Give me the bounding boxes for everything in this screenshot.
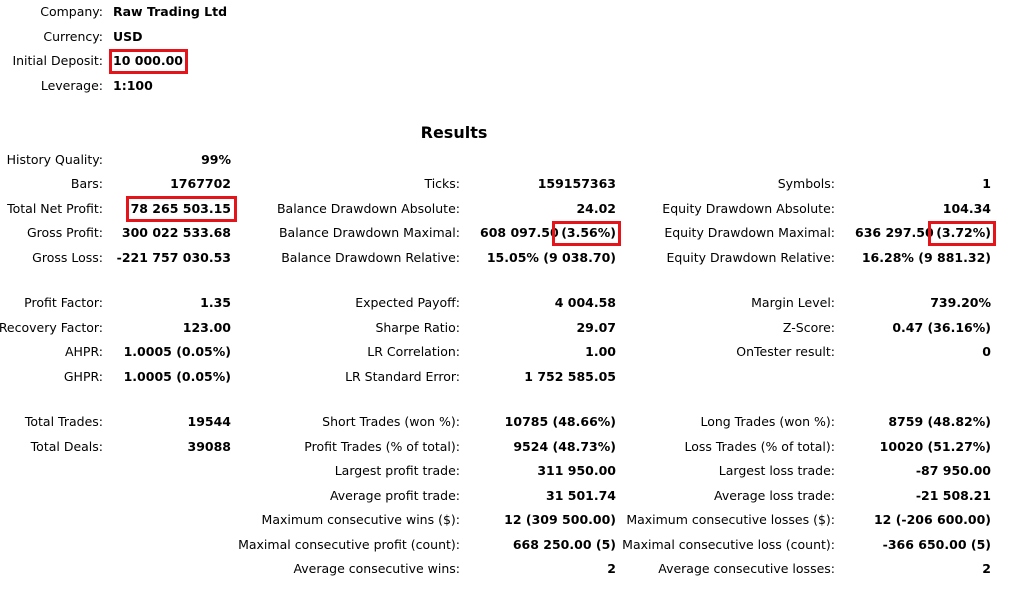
average-consecutive-losses-value: 2 bbox=[982, 561, 991, 577]
average-consecutive-wins-value: 2 bbox=[607, 561, 616, 577]
maximal-consecutive-loss-label: Maximal consecutive loss (count): bbox=[622, 537, 835, 553]
equity-drawdown-absolute-value: 104.34 bbox=[943, 201, 991, 217]
currency-value: USD bbox=[113, 29, 143, 45]
bars-value: 1767702 bbox=[170, 176, 231, 192]
short-trades-value: 10785 (48.66%) bbox=[505, 414, 616, 430]
average-profit-trade-value: 31 501.74 bbox=[546, 488, 616, 504]
profit-trades-value: 9524 (48.73%) bbox=[513, 439, 616, 455]
ticks-value: 159157363 bbox=[538, 176, 616, 192]
maximal-consecutive-profit-label: Maximal consecutive profit (count): bbox=[238, 537, 460, 553]
results-title: Results bbox=[354, 123, 554, 143]
total-trades-label: Total Trades: bbox=[25, 414, 103, 430]
margin-level-label: Margin Level: bbox=[751, 295, 835, 311]
equity-drawdown-relative-value: 16.28% (9 881.32) bbox=[862, 250, 991, 266]
symbols-label: Symbols: bbox=[778, 176, 835, 192]
ontester-result-label: OnTester result: bbox=[736, 344, 835, 360]
sharpe-ratio-value: 29.07 bbox=[576, 320, 616, 336]
margin-level-value: 739.20% bbox=[930, 295, 991, 311]
ahpr-value: 1.0005 (0.05%) bbox=[124, 344, 231, 360]
equity-drawdown-maximal-label: Equity Drawdown Maximal: bbox=[664, 225, 835, 241]
initial-deposit-label: Initial Deposit: bbox=[12, 53, 103, 69]
loss-trades-value: 10020 (51.27%) bbox=[880, 439, 991, 455]
ghpr-label: GHPR: bbox=[64, 369, 103, 385]
gross-loss-label: Gross Loss: bbox=[32, 250, 103, 266]
expected-payoff-value: 4 004.58 bbox=[555, 295, 616, 311]
z-score-value: 0.47 (36.16%) bbox=[892, 320, 991, 336]
largest-loss-trade-label: Largest loss trade: bbox=[719, 463, 835, 479]
ahpr-label: AHPR: bbox=[65, 344, 103, 360]
lr-correlation-value: 1.00 bbox=[585, 344, 616, 360]
lr-correlation-label: LR Correlation: bbox=[367, 344, 460, 360]
company-value: Raw Trading Ltd bbox=[113, 4, 227, 20]
balance-drawdown-relative-value: 15.05% (9 038.70) bbox=[487, 250, 616, 266]
balance-drawdown-absolute-label: Balance Drawdown Absolute: bbox=[277, 201, 460, 217]
z-score-label: Z-Score: bbox=[783, 320, 835, 336]
balance-drawdown-maximal-amount: 608 097.50 bbox=[480, 225, 559, 240]
maximum-consecutive-wins-label: Maximum consecutive wins ($): bbox=[262, 512, 460, 528]
average-consecutive-wins-label: Average consecutive wins: bbox=[293, 561, 460, 577]
average-consecutive-losses-label: Average consecutive losses: bbox=[658, 561, 835, 577]
balance-drawdown-maximal-label: Balance Drawdown Maximal: bbox=[279, 225, 460, 241]
recovery-factor-value: 123.00 bbox=[183, 320, 231, 336]
total-deals-value: 39088 bbox=[188, 439, 232, 455]
average-loss-trade-value: -21 508.21 bbox=[916, 488, 991, 504]
equity-drawdown-relative-label: Equity Drawdown Relative: bbox=[667, 250, 835, 266]
total-trades-value: 19544 bbox=[188, 414, 232, 430]
currency-label: Currency: bbox=[43, 29, 103, 45]
largest-profit-trade-label: Largest profit trade: bbox=[335, 463, 460, 479]
bars-label: Bars: bbox=[71, 176, 103, 192]
long-trades-label: Long Trades (won %): bbox=[700, 414, 835, 430]
recovery-factor-label: Recovery Factor: bbox=[0, 320, 103, 336]
maximum-consecutive-wins-value: 12 (309 500.00) bbox=[504, 512, 616, 528]
equity-drawdown-maximal-highlight bbox=[928, 221, 996, 246]
total-deals-label: Total Deals: bbox=[31, 439, 103, 455]
ticks-label: Ticks: bbox=[424, 176, 460, 192]
history-quality-value: 99% bbox=[201, 152, 231, 168]
expected-payoff-label: Expected Payoff: bbox=[355, 295, 460, 311]
gross-profit-value: 300 022 533.68 bbox=[122, 225, 231, 241]
balance-drawdown-absolute-value: 24.02 bbox=[576, 201, 616, 217]
balance-drawdown-relative-label: Balance Drawdown Relative: bbox=[281, 250, 460, 266]
largest-loss-trade-value: -87 950.00 bbox=[916, 463, 991, 479]
lr-standard-error-value: 1 752 585.05 bbox=[524, 369, 616, 385]
initial-deposit-highlight bbox=[109, 49, 188, 74]
symbols-value: 1 bbox=[982, 176, 991, 192]
lr-standard-error-label: LR Standard Error: bbox=[345, 369, 460, 385]
gross-profit-label: Gross Profit: bbox=[27, 225, 103, 241]
sharpe-ratio-label: Sharpe Ratio: bbox=[375, 320, 460, 336]
equity-drawdown-absolute-label: Equity Drawdown Absolute: bbox=[662, 201, 835, 217]
company-label: Company: bbox=[40, 4, 103, 20]
maximum-consecutive-losses-value: 12 (-206 600.00) bbox=[874, 512, 991, 528]
balance-drawdown-maximal-highlight bbox=[552, 221, 621, 246]
maximal-consecutive-loss-value: -366 650.00 (5) bbox=[883, 537, 991, 553]
leverage-label: Leverage: bbox=[41, 78, 103, 94]
maximal-consecutive-profit-value: 668 250.00 (5) bbox=[513, 537, 616, 553]
largest-profit-trade-value: 311 950.00 bbox=[537, 463, 616, 479]
ontester-result-value: 0 bbox=[982, 344, 991, 360]
maximum-consecutive-losses-label: Maximum consecutive losses ($): bbox=[626, 512, 835, 528]
average-profit-trade-label: Average profit trade: bbox=[330, 488, 460, 504]
total-net-profit-label: Total Net Profit: bbox=[7, 201, 103, 217]
average-loss-trade-label: Average loss trade: bbox=[714, 488, 835, 504]
profit-factor-label: Profit Factor: bbox=[24, 295, 103, 311]
history-quality-label: History Quality: bbox=[7, 152, 103, 168]
gross-loss-value: -221 757 030.53 bbox=[117, 250, 231, 266]
ghpr-value: 1.0005 (0.05%) bbox=[124, 369, 231, 385]
leverage-value: 1:100 bbox=[113, 78, 153, 94]
long-trades-value: 8759 (48.82%) bbox=[888, 414, 991, 430]
profit-factor-value: 1.35 bbox=[200, 295, 231, 311]
profit-trades-label: Profit Trades (% of total): bbox=[304, 439, 460, 455]
equity-drawdown-maximal-amount: 636 297.50 bbox=[855, 225, 934, 240]
total-net-profit-highlight bbox=[126, 196, 237, 222]
short-trades-label: Short Trades (won %): bbox=[322, 414, 460, 430]
loss-trades-label: Loss Trades (% of total): bbox=[684, 439, 835, 455]
